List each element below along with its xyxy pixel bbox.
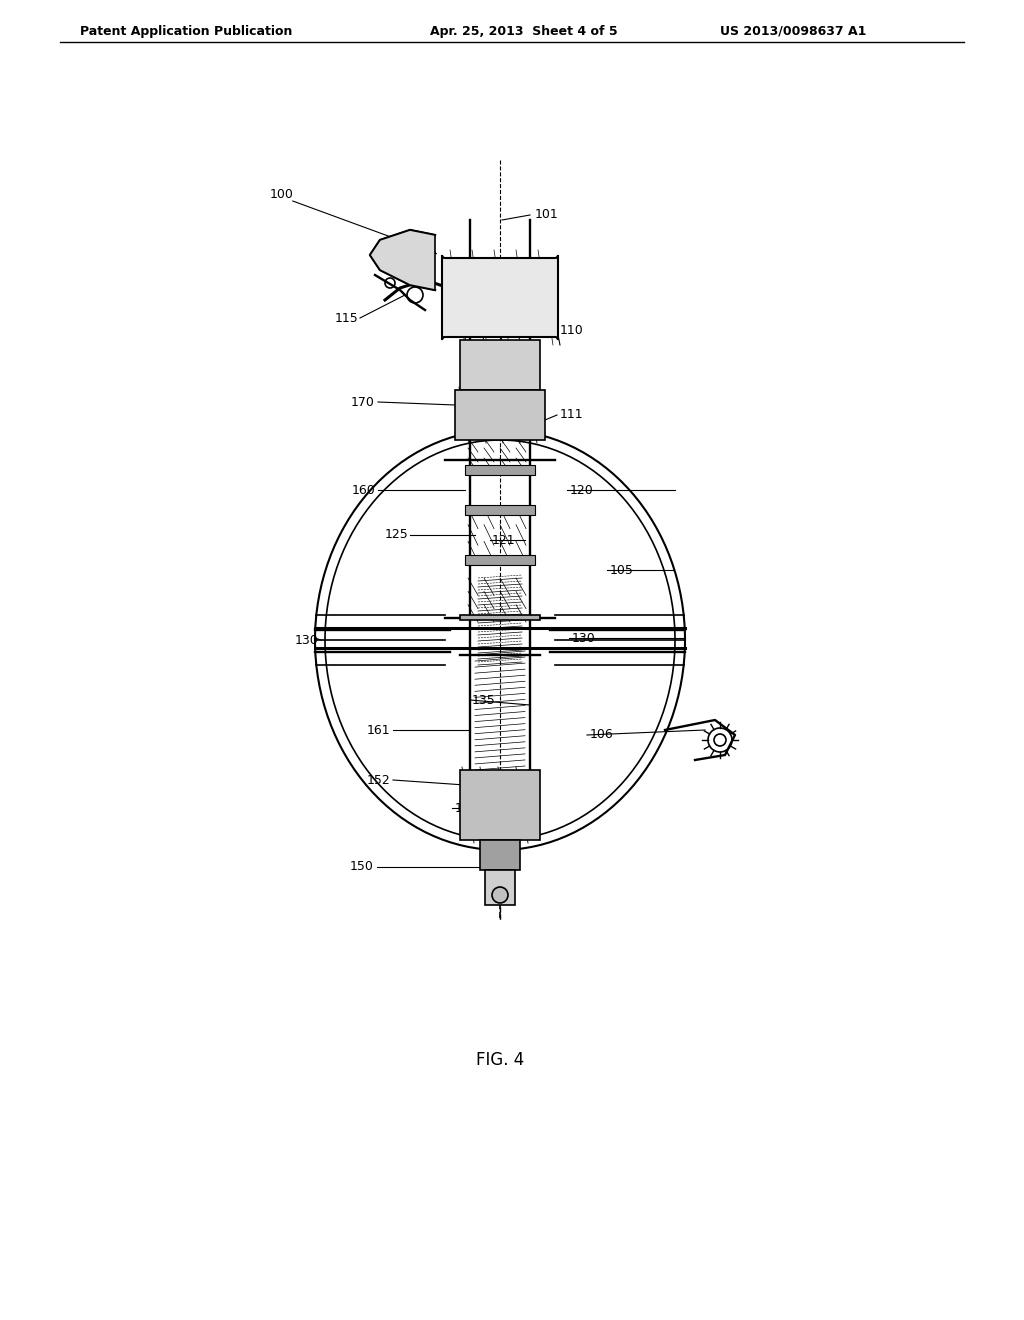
Text: 130: 130 [294, 634, 318, 647]
Text: 125: 125 [385, 528, 409, 541]
Text: 130: 130 [572, 631, 596, 644]
Circle shape [492, 887, 508, 903]
Bar [465, 465, 535, 475]
Text: 105: 105 [610, 564, 634, 577]
Bar [465, 554, 535, 565]
Text: 135: 135 [472, 693, 496, 706]
Text: 115: 115 [335, 312, 358, 325]
Text: Apr. 25, 2013  Sheet 4 of 5: Apr. 25, 2013 Sheet 4 of 5 [430, 25, 617, 38]
Bar [480, 840, 520, 870]
Text: 111: 111 [560, 408, 584, 421]
Bar [455, 389, 545, 440]
Bar [460, 770, 540, 840]
Bar [460, 615, 540, 620]
Text: 121: 121 [492, 533, 516, 546]
Bar [485, 870, 515, 906]
Text: 100: 100 [270, 189, 294, 202]
Text: 120: 120 [570, 483, 594, 496]
Bar [465, 506, 535, 515]
Polygon shape [370, 230, 435, 290]
Text: 150: 150 [350, 861, 374, 874]
Bar [460, 341, 540, 389]
Text: 152: 152 [367, 774, 390, 787]
FancyBboxPatch shape [442, 255, 558, 341]
Text: Patent Application Publication: Patent Application Publication [80, 25, 293, 38]
Text: US 2013/0098637 A1: US 2013/0098637 A1 [720, 25, 866, 38]
Text: 151: 151 [455, 801, 479, 814]
Text: 101: 101 [535, 209, 559, 222]
Text: 161: 161 [367, 723, 390, 737]
Text: FIG. 4: FIG. 4 [476, 1051, 524, 1069]
Text: 110: 110 [560, 323, 584, 337]
Text: 160: 160 [351, 483, 375, 496]
Text: 165: 165 [490, 391, 514, 404]
Text: 170: 170 [351, 396, 375, 408]
Text: 106: 106 [590, 729, 613, 742]
